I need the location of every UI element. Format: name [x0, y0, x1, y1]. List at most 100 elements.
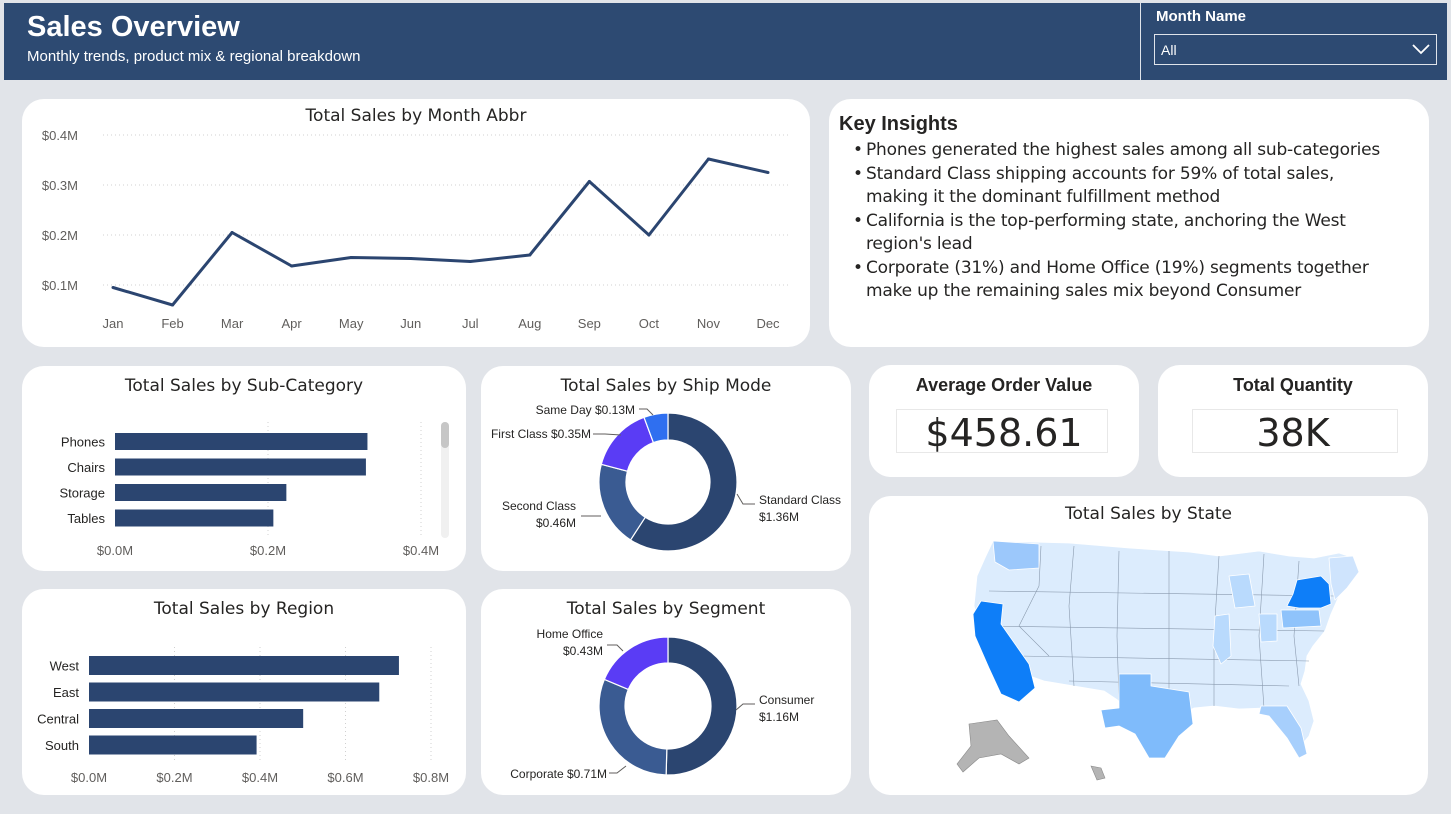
x-tick-label: Mar — [221, 316, 244, 331]
bar — [115, 484, 287, 501]
state-new-york — [1286, 575, 1332, 609]
donut-slice — [629, 412, 738, 552]
data-point — [111, 286, 115, 289]
insight-item: Standard Class shipping accounts for 59%… — [853, 163, 1398, 210]
category-label: West — [50, 659, 80, 674]
state-pennsylvania — [1280, 609, 1322, 629]
x-tick-label: Nov — [697, 316, 721, 331]
donut-slice — [665, 636, 738, 776]
category-label: Storage — [59, 486, 105, 501]
category-label: Chairs — [67, 460, 105, 475]
insights-card: Key Insights Phones generated the highes… — [829, 99, 1429, 347]
slicer-label: Month Name — [1156, 8, 1246, 25]
bar — [89, 709, 304, 728]
shipmode-donut-card: Total Sales by Ship Mode Standard Class $… — [481, 366, 851, 571]
state-map-card: Total Sales by State — [869, 496, 1428, 795]
kpi-value-box — [896, 409, 1108, 453]
insight-item: Corporate (31%) and Home Office (19%) se… — [853, 257, 1398, 304]
us-state-map[interactable] — [869, 496, 1428, 795]
chart-title: Total Sales by Segment — [566, 599, 766, 619]
kpi-label: Average Order Value — [915, 375, 1093, 395]
category-label: Phones — [61, 435, 106, 450]
data-point — [290, 264, 294, 268]
donut-label: Same Day $0.13M — [536, 403, 635, 417]
state-new-england — [1328, 555, 1360, 601]
leader-line — [736, 493, 755, 505]
state-california — [972, 600, 1036, 703]
category-label: South — [45, 738, 79, 753]
data-point — [409, 257, 413, 260]
scrollbar-thumb[interactable] — [441, 422, 449, 448]
kpi-value: 38K — [1256, 411, 1330, 455]
chevron-down-icon[interactable] — [1411, 42, 1431, 56]
data-point — [468, 260, 472, 263]
insight-item: Phones generated the highest sales among… — [853, 139, 1398, 163]
leader-line — [639, 408, 654, 416]
chart-title: Total Sales by Sub-Category — [124, 376, 364, 396]
data-point — [230, 231, 234, 234]
region-bar-card: Total Sales by Region $0.0M $0.2M $0.4M $0.… — [22, 589, 466, 795]
x-tick-label: Apr — [282, 316, 303, 331]
kpi-value: $458.61 — [925, 411, 1083, 455]
x-tick-label: Dec — [756, 316, 780, 331]
x-tick-label: Oct — [639, 316, 660, 331]
donut-label: Home Office — [537, 627, 604, 641]
x-tick-label: $0.0M — [71, 770, 107, 785]
region-bar-chart: $0.0M $0.2M $0.4M $0.6M $0.8M West East Central… — [37, 647, 449, 785]
page-subtitle: Monthly trends, product mix & regional b… — [27, 48, 361, 65]
y-tick-label: $0.2M — [42, 228, 78, 243]
leader-line — [609, 765, 627, 774]
donut-slice — [598, 678, 668, 776]
donut-label: First Class $0.35M — [491, 427, 591, 441]
scrollbar-track[interactable] — [441, 422, 449, 538]
donut-label: $0.46M — [536, 516, 576, 530]
state-michigan — [1228, 573, 1256, 609]
x-tick-label: $0.0M — [97, 543, 133, 558]
state-washington — [992, 540, 1040, 571]
state-illinois — [1212, 613, 1232, 665]
bar — [115, 433, 368, 450]
donut-slice — [603, 636, 669, 691]
donut-label: $1.16M — [759, 710, 799, 724]
donut-slice — [643, 412, 669, 444]
chart-title: Total Sales by State — [1064, 504, 1232, 524]
kpi-label: Total Quantity — [1233, 375, 1353, 395]
category-label: Tables — [67, 511, 105, 526]
shipmode-donut-chart: Standard Class $1.36M Second Class $0.46M Fi… — [491, 403, 841, 552]
subcategory-bar-chart: $0.0M $0.2M $0.4M Phones Chairs Storage Tables — [59, 422, 439, 558]
month-dropdown[interactable]: All — [1154, 34, 1437, 65]
donut-label: Corporate $0.71M — [510, 767, 607, 781]
bar — [89, 682, 380, 702]
x-tick-label: Jun — [400, 316, 421, 331]
category-label: Central — [37, 712, 79, 727]
x-tick-label: Jul — [462, 316, 479, 331]
report-header: Sales Overview Monthly trends, product m… — [4, 3, 1447, 80]
state-alaska — [956, 719, 1030, 773]
data-point — [647, 233, 651, 237]
x-tick-label: Feb — [161, 316, 183, 331]
x-tick-label: $0.8M — [413, 770, 449, 785]
month-line-card: Total Sales by Month Abbr $0.1M $0.2M $0.3… — [22, 99, 810, 347]
state-texas — [1100, 673, 1194, 759]
kpi-card-quantity: Total Quantity 38K — [1158, 365, 1428, 477]
chart-title: Total Sales by Ship Mode — [560, 376, 772, 396]
donut-label: Consumer — [759, 693, 814, 707]
x-tick-label: Aug — [518, 316, 541, 331]
sales-line — [112, 157, 769, 307]
x-tick-label: $0.4M — [242, 770, 278, 785]
category-label: East — [53, 685, 79, 700]
leader-line — [607, 644, 624, 652]
x-tick-label: $0.2M — [156, 770, 192, 785]
month-slicer: Month Name All — [1140, 3, 1448, 80]
data-point — [766, 171, 770, 174]
chart-title: Total Sales by Region — [153, 599, 335, 619]
y-tick-label: $0.3M — [42, 178, 78, 193]
x-tick-label: Sep — [578, 316, 601, 331]
state-ohio — [1258, 613, 1278, 643]
kpi-value-box — [1192, 409, 1398, 453]
x-tick-label: $0.6M — [327, 770, 363, 785]
x-tick-label: $0.2M — [250, 543, 286, 558]
donut-label: $0.43M — [563, 644, 603, 658]
y-tick-label: $0.1M — [42, 278, 78, 293]
donut-label: Standard Class — [759, 493, 841, 507]
